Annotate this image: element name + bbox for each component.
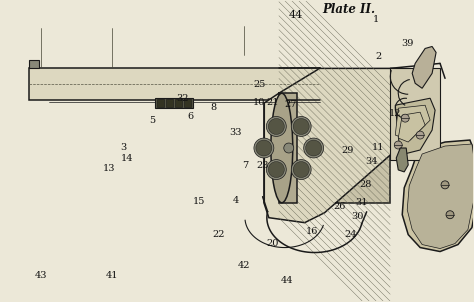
Text: 10: 10 [253,98,265,108]
Text: 14: 14 [121,154,134,163]
Circle shape [291,117,311,137]
Circle shape [256,140,272,156]
Text: 23: 23 [257,161,269,170]
Circle shape [284,143,294,153]
Text: 4: 4 [233,196,239,205]
Text: 26: 26 [334,202,346,211]
Circle shape [268,118,284,134]
Circle shape [416,131,424,139]
Text: 7: 7 [242,161,249,170]
Circle shape [266,160,286,179]
Bar [29,68,319,100]
Circle shape [401,114,409,122]
Polygon shape [407,144,474,249]
Circle shape [266,117,286,137]
Text: 27: 27 [284,100,297,109]
Bar [155,98,193,108]
Text: 44: 44 [280,276,293,285]
Text: 39: 39 [401,39,414,48]
Text: 8: 8 [210,103,217,112]
Text: 24: 24 [344,230,356,239]
Text: 21: 21 [266,98,279,108]
Bar [184,99,191,107]
Text: 28: 28 [360,180,372,188]
Text: 16: 16 [306,227,319,236]
Polygon shape [396,148,408,172]
Text: 31: 31 [355,198,367,207]
Text: 2: 2 [375,52,382,61]
Ellipse shape [271,93,293,203]
Text: 33: 33 [229,128,241,137]
Polygon shape [412,47,436,88]
Text: 29: 29 [341,146,354,155]
Text: 6: 6 [188,112,194,121]
Text: 11: 11 [371,143,384,152]
Circle shape [254,138,274,158]
Polygon shape [398,112,425,142]
Text: 3: 3 [121,143,127,153]
Circle shape [441,181,449,189]
Circle shape [268,162,284,178]
Bar [390,68,440,160]
Polygon shape [395,98,435,155]
Bar [175,99,182,107]
Polygon shape [402,140,474,252]
Circle shape [304,138,324,158]
Polygon shape [395,105,430,140]
Circle shape [446,211,454,219]
Text: 41: 41 [106,271,118,280]
Bar [279,93,390,203]
Circle shape [293,118,309,134]
Circle shape [394,141,402,149]
Polygon shape [264,68,425,223]
Text: 43: 43 [35,271,47,280]
Text: 20: 20 [266,239,279,248]
Bar [166,99,173,107]
Circle shape [291,160,311,179]
Text: 32: 32 [176,94,189,103]
Text: 22: 22 [212,230,224,239]
Text: 5: 5 [149,116,155,125]
Bar [157,99,164,107]
Text: 1: 1 [373,15,379,24]
Text: 34: 34 [365,157,378,166]
Text: 44: 44 [289,10,303,20]
Circle shape [306,140,322,156]
Circle shape [293,162,309,178]
Bar [29,60,39,68]
Text: 25: 25 [253,80,265,89]
Bar [279,93,297,203]
Text: 42: 42 [238,261,250,270]
Text: 30: 30 [351,212,364,221]
Text: Plate II.: Plate II. [322,3,375,16]
Text: 12: 12 [389,109,402,118]
Text: 13: 13 [102,164,115,173]
Text: 15: 15 [193,197,205,206]
